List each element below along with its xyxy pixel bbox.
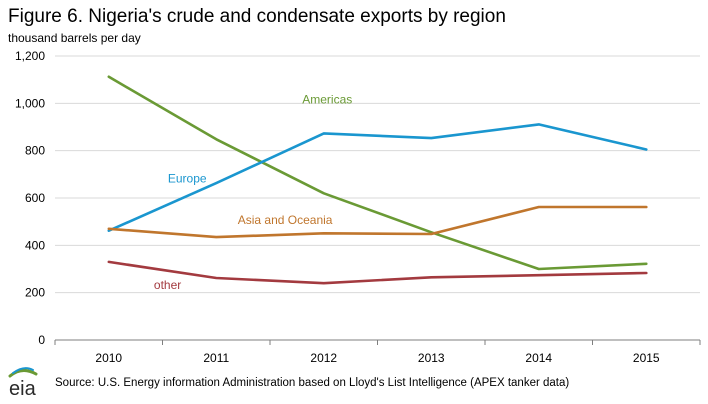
y-tick-label: 1,200	[15, 49, 45, 63]
chart-title: Figure 6. Nigeria's crude and condensate…	[8, 6, 506, 27]
x-tick-label: 2014	[525, 351, 552, 365]
x-tick-label: 2011	[203, 351, 229, 365]
series-line-other	[107, 260, 648, 285]
eia-logo-icon: eia	[8, 367, 38, 400]
y-axis-unit-label: thousand barrels per day	[8, 31, 141, 45]
x-tick-label: 2013	[418, 351, 445, 365]
series-label: other	[154, 278, 181, 292]
y-tick-label: 400	[25, 238, 45, 252]
y-tick-label: 1,000	[15, 96, 45, 110]
y-tick-label: 800	[25, 144, 45, 158]
x-tick-label: 2010	[95, 351, 122, 365]
series-line-asia-and-oceania	[107, 205, 648, 239]
x-tick-label: 2012	[310, 351, 337, 365]
series-label: Asia and Oceania	[238, 213, 333, 227]
series-label: Europe	[168, 172, 207, 186]
series-line-americas	[107, 75, 648, 271]
x-tick-label: 2015	[633, 351, 660, 365]
y-tick-label: 600	[25, 191, 45, 205]
y-tick-label: 200	[25, 286, 45, 300]
series-line-europe	[107, 123, 648, 232]
svg-text:eia: eia	[9, 378, 37, 398]
series-label: Americas	[302, 92, 352, 106]
eia-logo: eia	[6, 364, 48, 400]
y-tick-label: 0	[38, 333, 45, 347]
source-note: Source: U.S. Energy information Administ…	[55, 377, 570, 389]
